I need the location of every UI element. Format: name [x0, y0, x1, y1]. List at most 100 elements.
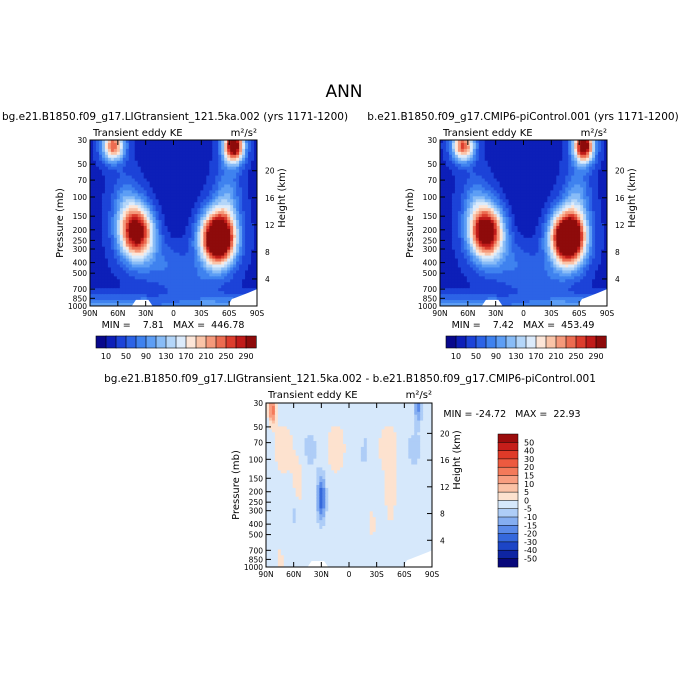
heatmap-cell: [248, 175, 252, 180]
heatmap-cell: [442, 202, 447, 206]
heatmap-cell: [119, 199, 124, 203]
heatmap-cell: [442, 157, 447, 162]
heatmap-cell: [161, 270, 166, 274]
heatmap-cell: [134, 184, 139, 189]
heatmap-cell: [535, 154, 540, 159]
heatmap-cell: [550, 151, 554, 156]
heatmap-cell: [484, 151, 489, 156]
heatmap-cell: [206, 228, 210, 233]
heatmap-cell: [125, 223, 130, 227]
heatmap-cell: [224, 225, 228, 230]
heatmap-cell: [161, 264, 166, 269]
heatmap-cell: [92, 288, 97, 292]
heatmap-cell: [550, 214, 554, 218]
heatmap-cell: [164, 172, 169, 177]
heatmap-cell: [203, 297, 207, 301]
heatmap-cell: [179, 228, 184, 233]
heatmap-cell: [176, 291, 181, 295]
heatmap-cell: [206, 243, 210, 248]
heatmap-cell: [490, 187, 495, 191]
heatmap-cell: [502, 169, 507, 174]
heatmap-cell: [440, 231, 444, 236]
heatmap-cell: [101, 140, 106, 144]
heatmap-cell: [218, 303, 222, 306]
heatmap-cell: [466, 157, 471, 162]
heatmap-cell: [200, 142, 204, 147]
heatmap-cell: [218, 228, 222, 233]
heatmap-cell: [538, 214, 542, 218]
heatmap-cell: [146, 237, 151, 242]
heatmap-cell: [239, 252, 243, 257]
heatmap-cell: [143, 211, 148, 215]
heatmap-cell: [107, 258, 112, 263]
heatmap-cell: [119, 288, 124, 292]
heatmap-cell: [565, 157, 569, 162]
heatmap-cell: [604, 169, 607, 174]
heatmap-cell: [499, 178, 504, 183]
heatmap-cell: [248, 214, 252, 218]
heatmap-cell: [194, 140, 198, 144]
heatmap-cell: [227, 228, 231, 233]
heatmap-cell: [113, 157, 118, 162]
heatmap-cell: [478, 193, 483, 197]
heatmap-cell: [230, 288, 234, 292]
heatmap-cell: [212, 205, 216, 209]
heatmap-cell: [161, 261, 166, 266]
heatmap-cell: [149, 255, 154, 260]
heatmap-cell: [445, 187, 450, 191]
heatmap-cell: [583, 223, 587, 227]
heatmap-cell: [116, 255, 121, 260]
heatmap-cell: [460, 157, 465, 162]
heatmap-cell: [245, 220, 249, 224]
heatmap-cell: [137, 258, 142, 263]
heatmap-cell: [248, 190, 252, 194]
heatmap-cell: [490, 196, 495, 200]
heatmap-cell: [227, 211, 231, 215]
heatmap-cell: [440, 151, 444, 156]
heatmap-cell: [565, 163, 569, 168]
heatmap-cell: [574, 228, 578, 233]
heatmap-cell: [595, 228, 599, 233]
heatmap-cell: [143, 148, 148, 153]
heatmap-cell: [245, 240, 249, 245]
heatmap-cell: [227, 214, 231, 218]
heatmap-cell: [185, 160, 190, 165]
heatmap-cell: [463, 193, 468, 197]
heatmap-cell: [101, 223, 106, 227]
heatmap-cell: [95, 145, 100, 150]
heatmap-cell: [122, 154, 127, 159]
heatmap-cell: [502, 178, 507, 183]
heatmap-cell: [146, 279, 151, 283]
heatmap-cell: [179, 297, 184, 301]
heatmap-cell: [194, 199, 198, 203]
heatmap-cell: [493, 172, 498, 177]
heatmap-cell: [466, 217, 471, 221]
heatmap-cell: [236, 249, 240, 254]
heatmap-cell: [92, 166, 97, 171]
heatmap-cell: [586, 187, 590, 191]
heatmap-cell: [176, 243, 181, 248]
heatmap-cell: [185, 163, 190, 168]
heatmap-cell: [586, 148, 590, 153]
heatmap-cell: [143, 217, 148, 221]
heatmap-cell: [149, 205, 154, 209]
heatmap-cell: [137, 169, 142, 174]
heatmap-cell: [248, 202, 252, 206]
heatmap-cell: [173, 220, 178, 224]
heatmap-cell: [143, 220, 148, 224]
heatmap-cell: [194, 208, 198, 212]
heatmap-cell: [116, 187, 121, 191]
heatmap-cell: [167, 145, 172, 150]
heatmap-cell: [161, 145, 166, 150]
heatmap-cell: [517, 211, 522, 215]
heatmap-cell: [155, 193, 160, 197]
heatmap-cell: [224, 199, 228, 203]
heatmap-cell: [604, 228, 607, 233]
heatmap-cell: [152, 208, 157, 212]
heatmap-cell: [466, 160, 471, 165]
heatmap-cell: [245, 205, 249, 209]
heatmap-cell: [122, 243, 127, 248]
heatmap-cell: [215, 294, 219, 298]
heatmap-cell: [487, 154, 492, 159]
heatmap-cell: [589, 142, 593, 147]
